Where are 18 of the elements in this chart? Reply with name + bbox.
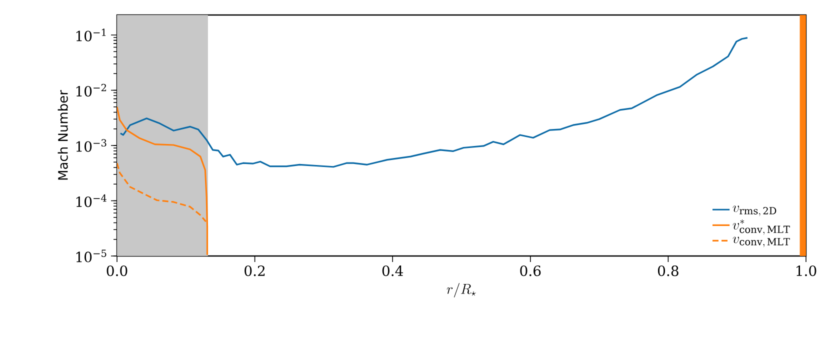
y-tick-label: 10$^{−1}$ — [76, 28, 106, 42]
line-series — [120, 36, 748, 168]
x-axis-title: $r/R_{\star}$ — [446, 282, 476, 298]
line-series — [117, 106, 208, 256]
x-tick-label: 0.0 — [106, 266, 128, 276]
y-tick-label: 10$^{−4}$ — [76, 194, 106, 208]
legend-label: $v_{\mathrm{rms,\,2D}}$ — [732, 206, 776, 216]
x-tick-label: 0.6 — [520, 266, 541, 276]
x-tick-label: 0.8 — [658, 266, 678, 276]
y-tick-label: 10$^{−2}$ — [76, 84, 106, 97]
x-tick-label: 1.0 — [796, 266, 816, 276]
legend-label: $v^{*}_{\mathrm{conv,\,MLT}}$ — [732, 219, 790, 235]
x-tick-label: 0.2 — [244, 266, 265, 276]
x-tick-label: 0.4 — [382, 266, 404, 276]
y-axis-title: Mach Number — [58, 90, 68, 180]
y-tick-label: 10$^{−3}$ — [76, 139, 106, 152]
legend-label: $v_{\mathrm{conv,\,MLT}}$ — [732, 236, 790, 248]
y-tick-label: 10$^{−5}$ — [76, 250, 106, 262]
